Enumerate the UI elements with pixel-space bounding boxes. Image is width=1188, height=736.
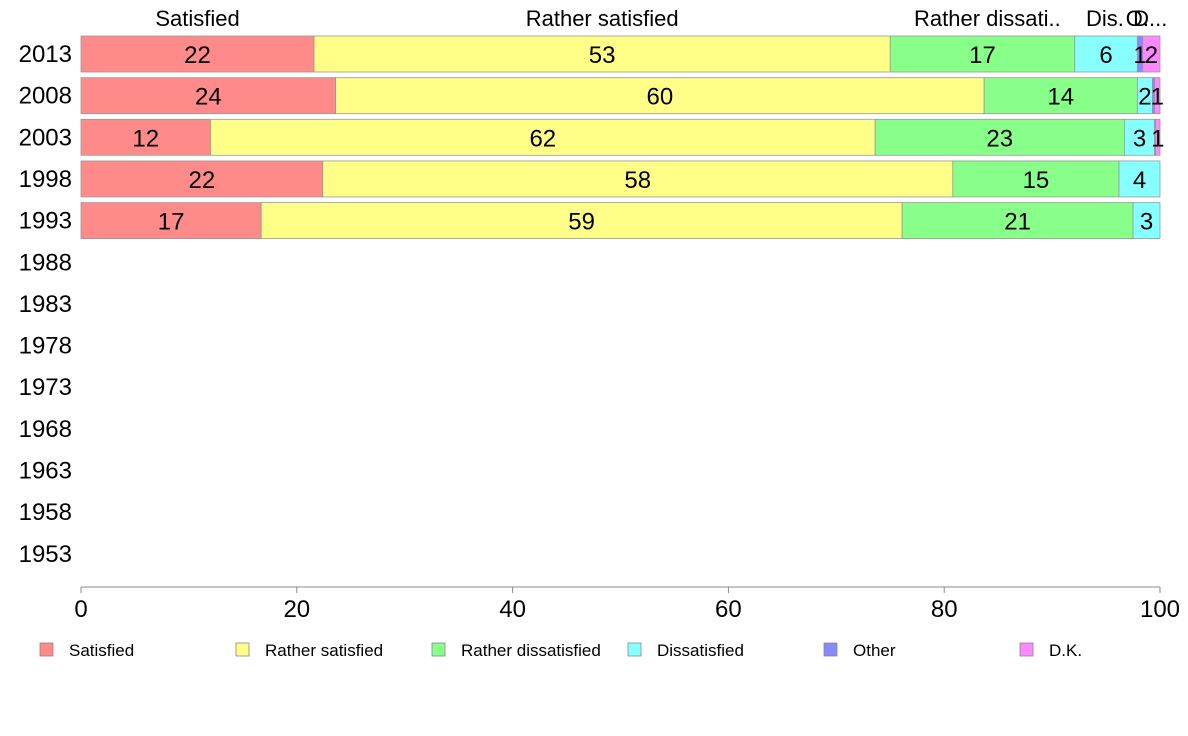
- legend-label: D.K.: [1049, 641, 1082, 660]
- bar-segment: [1132, 202, 1161, 240]
- bar-segment: [313, 35, 891, 73]
- y-tick-label: 1993: [19, 208, 72, 235]
- legend-label: Dissatisfied: [657, 641, 744, 660]
- bar-segment: [1123, 118, 1156, 156]
- legend-swatch: [431, 642, 446, 657]
- y-tick-label: 1973: [19, 374, 72, 401]
- bar-segment: [335, 77, 985, 115]
- x-tick-label: 20: [283, 596, 310, 623]
- data-label: 1: [1151, 84, 1164, 111]
- column-labels: Satisfied Rather satisfied Rather dissati.…: [155, 6, 1167, 31]
- bar-segment: [1154, 77, 1161, 115]
- data-label: 2: [1138, 84, 1151, 111]
- legend-label: Rather dissatisfied: [461, 641, 601, 660]
- y-tick-label: 1988: [19, 249, 72, 276]
- data-label: 58: [624, 167, 651, 194]
- y-tick-label: 1978: [19, 333, 72, 360]
- data-label: 17: [158, 209, 185, 236]
- data-label: 3: [1133, 125, 1146, 152]
- legend-label: Other: [853, 641, 896, 660]
- legend-swatch: [235, 642, 250, 657]
- bar-segment: [210, 118, 876, 156]
- bar-segment: [80, 118, 211, 156]
- data-label: 15: [1023, 167, 1050, 194]
- bar-segment: [1142, 35, 1161, 73]
- bar-segment: [983, 77, 1138, 115]
- x-tick-label: 40: [499, 596, 526, 623]
- y-tick-label: 2008: [19, 83, 72, 110]
- data-label: 1: [1151, 125, 1164, 152]
- y-tick-label: 1983: [19, 291, 72, 318]
- data-label: 1: [1133, 42, 1146, 69]
- column-label: Satisfied: [155, 6, 239, 31]
- bar-segment: [1118, 160, 1161, 198]
- y-tick-label: 2003: [19, 124, 72, 151]
- data-label: 60: [647, 84, 674, 111]
- legend: Satisfied Rather satisfied Rather dissatis…: [39, 641, 1082, 660]
- data-label: 2: [1145, 42, 1158, 69]
- legend-swatch: [1019, 642, 1034, 657]
- data-label: 14: [1047, 84, 1074, 111]
- bar-segment: [80, 202, 262, 240]
- column-label: Rather satisfied: [526, 6, 679, 31]
- data-label: 22: [188, 167, 215, 194]
- data-label: 21: [1004, 209, 1031, 236]
- bar-segment: [1155, 118, 1161, 156]
- y-tick-label: 1963: [19, 458, 72, 485]
- y-tick-label: 2013: [19, 41, 72, 68]
- bar-segment: [952, 160, 1120, 198]
- data-label: 17: [969, 42, 996, 69]
- x-axis: 0 20 40 60 80 100: [74, 586, 1180, 623]
- data-label: 22: [184, 42, 211, 69]
- legend-swatch: [627, 642, 642, 657]
- bar-segment: [874, 118, 1125, 156]
- data-label: 53: [589, 42, 616, 69]
- x-tick-label: 0: [74, 596, 87, 623]
- data-label: 59: [568, 209, 595, 236]
- column-label: Dis.: [1086, 6, 1124, 31]
- column-label: O.: [1126, 6, 1149, 31]
- data-label: 6: [1099, 42, 1112, 69]
- bar-segment: [80, 77, 337, 115]
- y-tick-label: 1968: [19, 416, 72, 443]
- bar-segment: [901, 202, 1134, 240]
- column-label: D...: [1133, 6, 1167, 31]
- data-label: 4: [1133, 167, 1146, 194]
- x-tick-label: 100: [1140, 596, 1180, 623]
- y-tick-label: 1958: [19, 499, 72, 526]
- bars: [80, 35, 1161, 240]
- data-label: 62: [529, 125, 556, 152]
- bar-segment: [80, 160, 324, 198]
- y-tick-label: 1953: [19, 541, 72, 568]
- x-tick-label: 80: [931, 596, 958, 623]
- column-label: Rather dissati..: [914, 6, 1061, 31]
- y-tick-label: 1998: [19, 166, 72, 193]
- bar-segment: [322, 160, 954, 198]
- legend-label: Satisfied: [69, 641, 134, 660]
- y-axis: 2013 2008 2003 1998 1993 1988 1983 1978 1973 1968…: [19, 41, 72, 568]
- legend-swatch: [823, 642, 838, 657]
- legend-label: Rather satisfied: [265, 641, 383, 660]
- legend-swatch: [39, 642, 54, 657]
- data-label: 24: [195, 84, 222, 111]
- data-label: 23: [986, 125, 1013, 152]
- data-label: 12: [132, 125, 159, 152]
- x-tick-label: 60: [715, 596, 742, 623]
- data-label: 3: [1140, 209, 1153, 236]
- bar-segment: [260, 202, 903, 240]
